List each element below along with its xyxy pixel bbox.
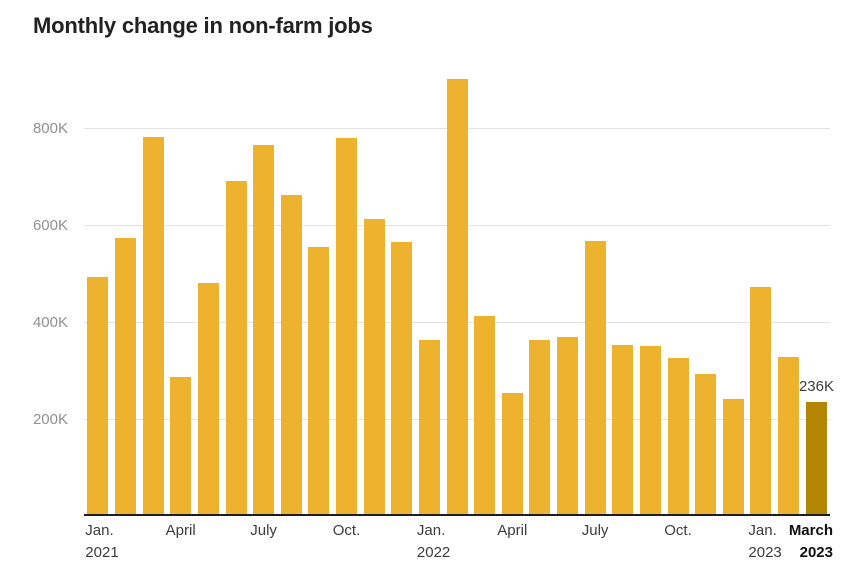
- bar-july-2021: [253, 144, 275, 516]
- bar-april-2021: [170, 376, 192, 516]
- bar-sep-2021: [308, 246, 330, 516]
- bar-june-2021: [225, 180, 247, 516]
- bar-oct-2021: [336, 138, 357, 516]
- x-axis-label-oct: Oct.: [664, 522, 692, 539]
- bar-nov-2022: [695, 374, 717, 516]
- x-axis-label-july: July: [250, 522, 277, 539]
- bar-march-2021: [142, 137, 164, 516]
- bar-feb-2022: [446, 79, 468, 516]
- bar-feb-2021: [114, 238, 136, 516]
- bar-aug-2022: [612, 345, 634, 516]
- bar-april-2022: [501, 392, 523, 516]
- bar-march-2022: [474, 316, 496, 516]
- x-axis-label-jan-2023: Jan. 2023: [748, 522, 782, 561]
- y-axis-label-400k: 400K: [32, 314, 68, 331]
- bar-dec-2021: [391, 241, 413, 516]
- x-axis-label-oct: Oct.: [332, 522, 361, 539]
- bar-feb-2023: [778, 356, 800, 516]
- bar-jan-2022: [418, 339, 440, 516]
- bar-july-2022: [584, 241, 606, 516]
- y-axis-label-600k: 600K: [32, 217, 68, 234]
- x-axis-label-july: July: [581, 522, 609, 539]
- chart-title: Monthly change in non-farm jobs: [33, 13, 373, 38]
- bar-sep-2022: [639, 346, 661, 517]
- x-axis-label-april: April: [165, 522, 196, 539]
- value-annotation: 236K: [798, 377, 834, 395]
- bar-may-2022: [529, 339, 551, 516]
- bar-aug-2021: [280, 194, 302, 516]
- x-axis-label-jan-2021: Jan. 2021: [85, 522, 119, 561]
- y-axis-label-200k: 200K: [32, 411, 68, 428]
- bar-nov-2021: [363, 219, 385, 516]
- bar-march-2023: [805, 401, 827, 516]
- x-axis-label-april: April: [497, 522, 528, 539]
- y-axis-label-800k: 800K: [32, 120, 68, 137]
- x-axis-line: [84, 514, 830, 516]
- bar-oct-2022: [667, 358, 689, 516]
- x-axis-label-jan-2022: Jan. 2022: [416, 522, 451, 561]
- bar-jan-2021: [87, 276, 109, 516]
- bar-june-2022: [557, 336, 578, 516]
- bar-dec-2022: [722, 399, 744, 516]
- bar-jan-2023: [750, 286, 772, 516]
- x-axis-label-march-2023: March 2023: [788, 522, 833, 561]
- bar-may-2021: [197, 282, 219, 516]
